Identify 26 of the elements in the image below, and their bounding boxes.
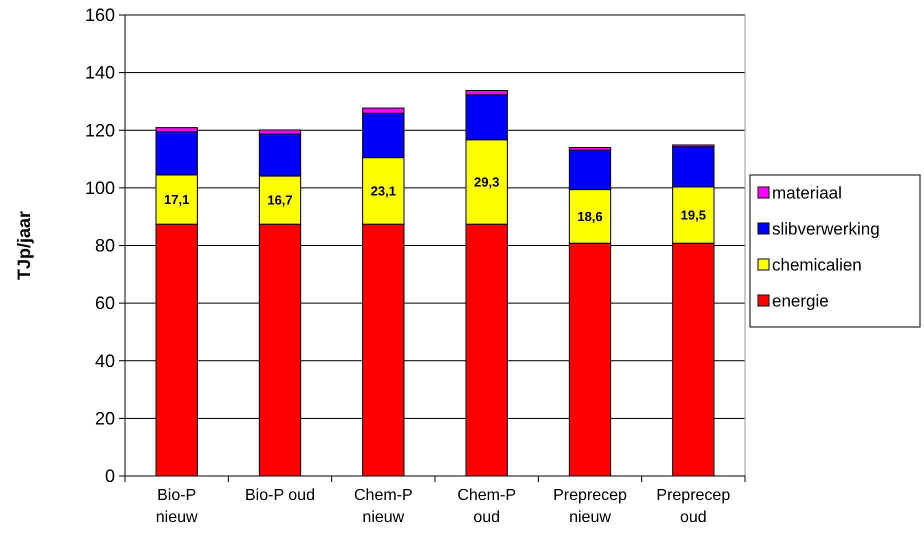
y-tick-label: 40: [94, 350, 115, 371]
y-tick-label: 60: [94, 293, 115, 314]
data-label: 23,1: [370, 183, 396, 198]
x-tick-label: Bio-P oud: [245, 487, 315, 504]
y-tick-label: 160: [84, 5, 115, 25]
data-label: 19,5: [680, 208, 706, 223]
y-tick-label: 80: [94, 236, 115, 256]
legend-label: materiaal: [772, 184, 842, 202]
y-tick-label: 100: [84, 178, 115, 198]
y-axis-title: TJp/jaar: [14, 210, 34, 280]
x-tick-label: Preprecep oud: [656, 487, 730, 526]
data-label: 16,7: [267, 192, 293, 208]
y-tick-label: 120: [84, 120, 115, 140]
y-tick-label: 140: [84, 62, 115, 83]
data-label: 29,3: [474, 174, 500, 190]
x-tick-label: Chem-P nieuw: [354, 487, 413, 526]
y-tick-label: 0: [104, 466, 115, 486]
x-tick-label: Bio-P nieuw: [156, 487, 198, 526]
legend-label: energie: [772, 292, 829, 310]
data-label: 17,1: [164, 192, 190, 208]
legend-label: chemicalien: [772, 256, 862, 274]
data-label: 18,6: [577, 208, 603, 224]
x-tick-label: Chem-P oud: [457, 487, 516, 526]
x-tick-label: Preprecep nieuw: [553, 487, 628, 526]
legend-label: slibverwerking: [772, 220, 880, 238]
y-tick-label: 20: [94, 408, 115, 428]
